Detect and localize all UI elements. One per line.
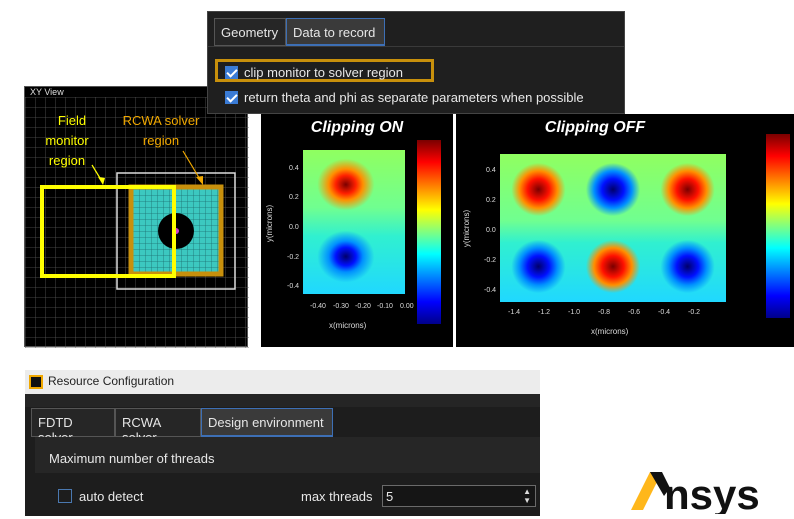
spin-down-icon[interactable]: ▼ <box>523 496 531 505</box>
right-xtick: -0.2 <box>688 309 701 316</box>
theta-phi-label: return theta and phi as separate paramet… <box>244 90 584 105</box>
xy-view-panel[interactable]: Field monitor region RCWA solver region … <box>24 86 249 348</box>
left-xtick: -0.20 <box>355 303 371 310</box>
right-ylabel: y(microns) <box>462 209 472 248</box>
clipping-off-plot: Clipping OFF y(microns) x(microns) 0.4 0… <box>456 114 794 347</box>
resource-configuration-window: Resource Configuration FDTD solver RCWA … <box>25 370 540 516</box>
ansys-logo-mark: nsys <box>631 471 760 518</box>
field-monitor-label-2: monitor <box>45 133 89 148</box>
right-xtick: -1.4 <box>508 309 521 316</box>
left-xtick: -0.10 <box>377 303 393 310</box>
right-xtick: -0.4 <box>658 309 671 316</box>
simulation-boundary <box>116 172 236 290</box>
max-threads-spinbox[interactable]: 5 ▲ ▼ <box>382 485 536 507</box>
tab-rcwa-solver[interactable]: RCWA solver <box>115 408 201 445</box>
left-xtick: 0.00 <box>400 303 414 310</box>
right-ytick: 0.4 <box>486 167 496 174</box>
left-ytick: 0.4 <box>289 165 299 172</box>
right-xlabel: x(microns) <box>591 327 629 336</box>
left-xlabel: x(microns) <box>329 321 367 330</box>
field-monitor-label-1: Field <box>58 113 86 128</box>
clipping-on-colorbar <box>417 140 441 324</box>
field-monitor-region-outline <box>40 185 176 278</box>
clipping-off-title: Clipping OFF <box>544 119 646 136</box>
data-to-record-dialog: Geometry Data to record clip monitor to … <box>207 11 625 114</box>
tab-data-to-record[interactable]: Data to record <box>286 18 385 46</box>
app-icon <box>29 375 43 389</box>
left-xtick: -0.40 <box>310 303 326 310</box>
right-xtick: -1.2 <box>538 309 551 316</box>
clip-monitor-checkbox[interactable] <box>225 66 238 79</box>
xy-view-title: XY View <box>30 87 64 97</box>
clipping-on-heatmap <box>303 150 405 294</box>
spin-up-icon[interactable]: ▲ <box>523 487 531 496</box>
right-xtick: -0.8 <box>598 309 611 316</box>
theta-phi-checkbox[interactable] <box>225 91 238 104</box>
ansys-logo: nsys <box>628 468 788 518</box>
left-xtick: -0.30 <box>333 303 349 310</box>
right-ytick: -0.4 <box>484 287 497 294</box>
clip-monitor-label: clip monitor to solver region <box>244 65 403 80</box>
auto-detect-label: auto detect <box>79 489 144 504</box>
tab-design-environment[interactable]: Design environment <box>201 408 333 437</box>
clipping-off-colorbar <box>766 134 790 318</box>
left-ytick: -0.2 <box>287 254 300 261</box>
clipping-off-heatmap <box>500 154 726 302</box>
section-heading: Maximum number of threads <box>49 451 215 466</box>
right-xtick: -0.6 <box>628 309 641 316</box>
clipping-on-plot: Clipping ON y(microns) x(microns) 0.4 0.… <box>261 114 453 347</box>
auto-detect-checkbox[interactable] <box>58 489 72 503</box>
left-ylabel: y(microns) <box>265 204 275 243</box>
threads-section: Maximum number of threads <box>35 437 540 473</box>
rcwa-label-1: RCWA solver <box>123 113 200 128</box>
left-ytick: -0.4 <box>287 283 300 290</box>
right-ytick: 0.2 <box>486 197 496 204</box>
tab-geometry[interactable]: Geometry <box>214 18 286 46</box>
tab-fdtd-solver[interactable]: FDTD solver <box>31 408 115 445</box>
clipping-on-title: Clipping ON <box>310 119 404 136</box>
rcwa-label-2: region <box>143 133 179 148</box>
title-bar: Resource Configuration <box>25 370 540 394</box>
right-xtick: -1.0 <box>568 309 581 316</box>
xy-view-canvas: Field monitor region RCWA solver region <box>25 97 249 348</box>
field-monitor-label-3: region <box>49 153 85 168</box>
left-ytick: 0.2 <box>289 194 299 201</box>
max-threads-value: 5 <box>386 489 394 504</box>
left-ytick: 0.0 <box>289 224 299 231</box>
right-ytick: -0.2 <box>484 257 497 264</box>
right-ytick: 0.0 <box>486 227 496 234</box>
window-title: Resource Configuration <box>48 374 175 388</box>
clip-option-highlight <box>215 59 434 82</box>
logo-text: nsys <box>664 471 760 514</box>
max-threads-label: max threads <box>301 489 373 504</box>
tab-divider <box>208 46 624 47</box>
rcwa-arrow <box>182 150 202 182</box>
